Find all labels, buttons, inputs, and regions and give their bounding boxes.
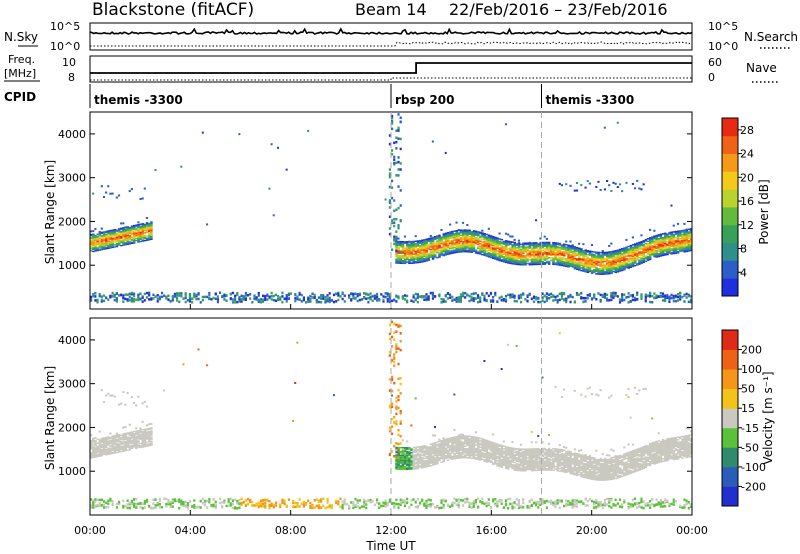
velocity-colorbar-tick: -50: [741, 441, 759, 454]
nsearch-trace: [90, 41, 693, 47]
velocity-colorbar-tick: 200: [741, 344, 762, 357]
power-ylabel: Slant Range [km]: [43, 160, 57, 264]
velocity-colorbar-tick: 15: [741, 402, 755, 415]
nave-tick-low: 0: [708, 71, 715, 84]
x-tick-label: 04:00: [174, 524, 206, 537]
velocity-colorbar-label: Velocity [m s⁻¹]: [761, 371, 775, 464]
power-colorbar-label: Power [dB]: [757, 179, 771, 244]
noise-panel: N.Sky 10^5 10^0 10^5 10^0 N.Search: [4, 20, 798, 53]
power-colorbar-tick: 20: [740, 171, 754, 184]
power-colorbar-tick: 24: [740, 148, 754, 161]
power-colorbar-tick: 8: [740, 243, 747, 256]
frequency-trace: [90, 62, 692, 74]
x-tick-label: 00:00: [676, 524, 708, 537]
nsky-trace: [89, 27, 693, 35]
beam-label: Beam 14: [355, 0, 427, 19]
nsky-label: N.Sky: [4, 30, 38, 44]
power-ytick-label: 3000: [58, 172, 86, 185]
freq-tick-low: 8: [68, 71, 75, 84]
power-axes-frame: [89, 111, 693, 310]
velocity-ytick-label: 4000: [58, 334, 86, 347]
power-colorbar-tick: 4: [740, 266, 747, 279]
nave-tick-high: 60: [708, 56, 722, 69]
velocity-ytick-label: 3000: [58, 378, 86, 391]
x-tick-label: 08:00: [275, 524, 307, 537]
cpid-panel: CPID themis -3300 rbsp 200 themis -3300: [4, 84, 634, 108]
freq-label: Freq.: [8, 53, 35, 66]
x-tick-label: 12:00: [375, 524, 407, 537]
power-ytick-label: 2000: [58, 215, 86, 228]
velocity-panel: Slant Range [km] 1000 2000 3000 4000 00:00 0…: [43, 304, 775, 553]
velocity-colorbar-tick: -100: [741, 461, 766, 474]
freq-tick-high: 10: [62, 56, 76, 69]
freq-unit-label: [MHz]: [4, 67, 36, 80]
power-ytick-label: 4000: [58, 128, 86, 141]
velocity-colorbar-tick: 50: [741, 383, 755, 396]
cpid-segment-label: themis -3300: [94, 93, 183, 107]
x-tick-label: 16:00: [475, 524, 507, 537]
power-colorbar-tick: 16: [740, 195, 754, 208]
power-ytick-label: 1000: [58, 259, 86, 272]
frequency-panel: Freq. [MHz] 10 8 60 0 Nave: [4, 53, 780, 84]
nave-label: Nave: [746, 61, 777, 75]
cpid-segment-label: themis -3300: [546, 93, 635, 107]
velocity-ylabel: Slant Range [km]: [43, 366, 57, 470]
velocity-colorbar-tick: -200: [741, 480, 766, 493]
nsearch-tick-low: 10^0: [708, 40, 738, 53]
nsearch-label: N.Search: [744, 30, 798, 44]
x-tick-label: 00:00: [74, 524, 106, 537]
power-colorbar-tick: 12: [740, 219, 754, 232]
velocity-colorbar-tick: 100: [741, 363, 762, 376]
nsky-tick-high: 10^5: [50, 20, 80, 33]
x-tick-label: 20:00: [576, 524, 608, 537]
power-colorbar-tick: 28: [740, 124, 754, 137]
velocity-colorbar-tick: -15: [741, 422, 759, 435]
nsky-tick-low: 10^0: [50, 40, 80, 53]
radar-title: Blackstone (fitACF): [92, 0, 254, 20]
power-panel: Slant Range [km] 1000 2000 3000 4000 4 8 12 16…: [43, 111, 771, 310]
cpid-label: CPID: [4, 90, 36, 104]
x-axis-label: Time UT: [365, 539, 416, 553]
velocity-ytick-label: 2000: [58, 421, 86, 434]
date-range: 22/Feb/2016 – 23/Feb/2016: [449, 0, 668, 19]
nave-trace: [90, 77, 692, 81]
nsearch-tick-high: 10^5: [708, 20, 738, 33]
cpid-segment-label: rbsp 200: [395, 93, 454, 107]
velocity-ytick-label: 1000: [58, 465, 86, 478]
